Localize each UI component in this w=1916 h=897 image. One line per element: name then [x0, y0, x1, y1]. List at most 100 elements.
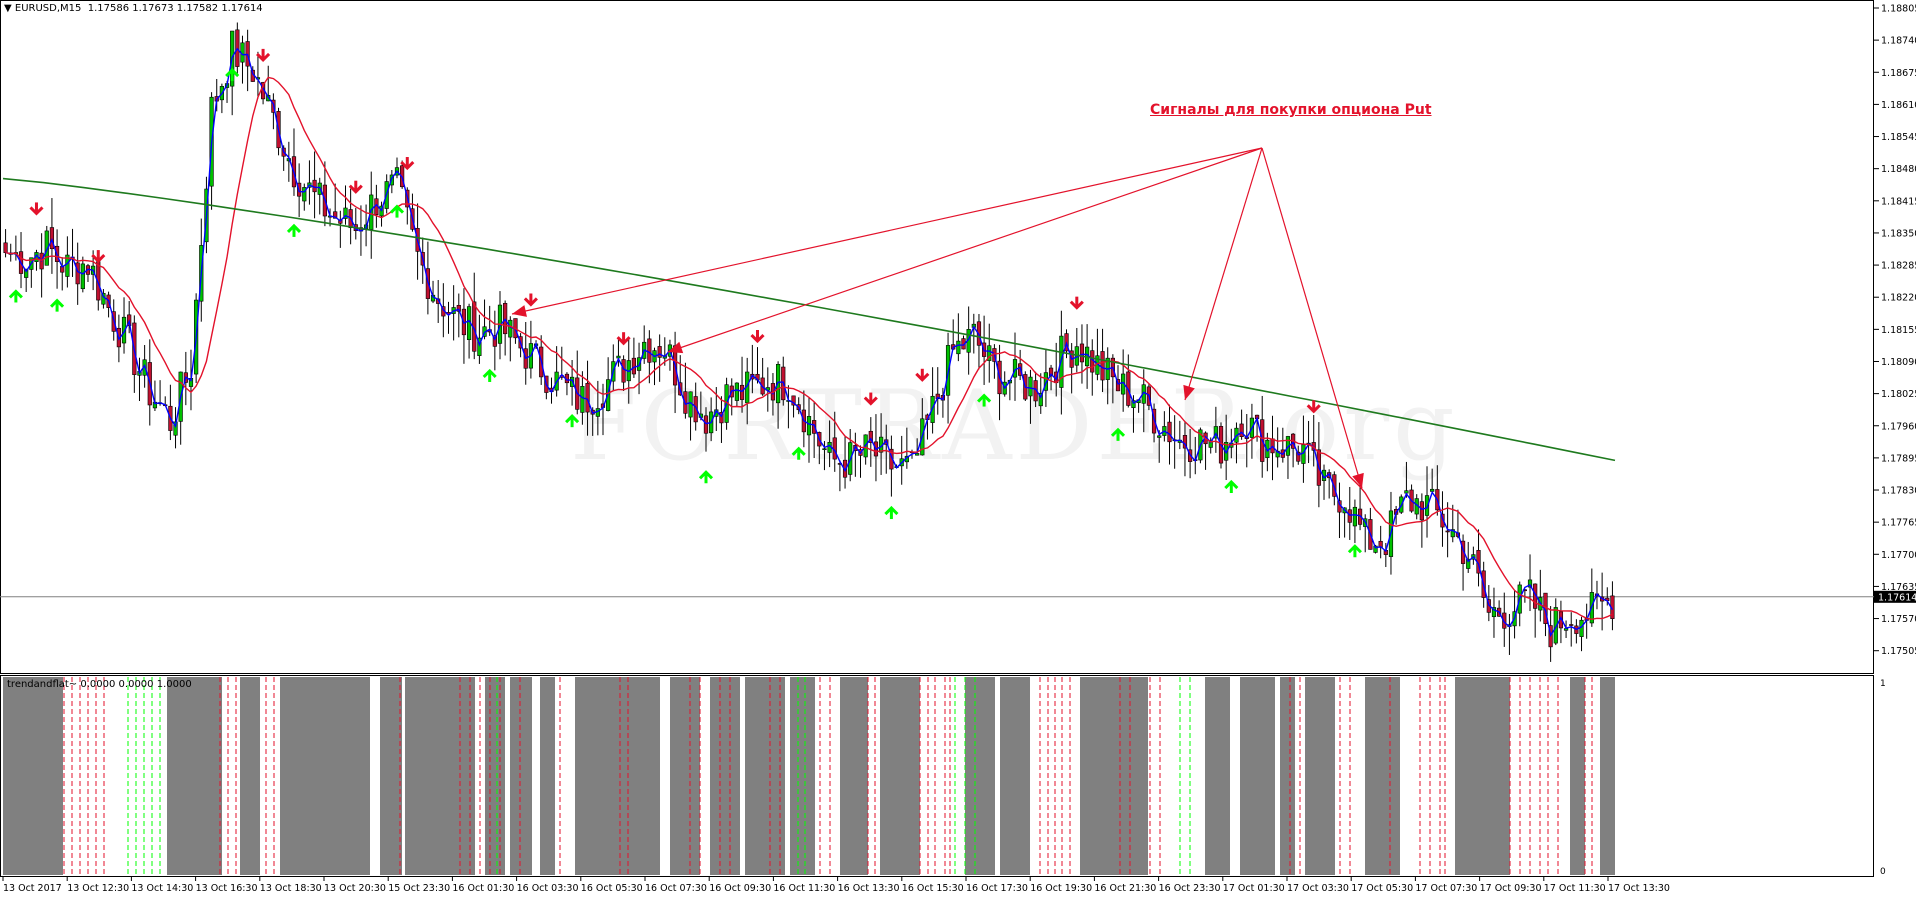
symbol-name: EURUSD,M15: [14, 3, 82, 14]
bear-candle: [49, 227, 55, 250]
price-tick-label: 1.18610: [1881, 100, 1916, 111]
arrow-head: [50, 298, 65, 308]
symbol-header: ▼ EURUSD,M15 1.17586 1.17673 1.17582 1.1…: [4, 3, 263, 14]
price-tick-label: 1.17830: [1881, 486, 1916, 497]
long-ma-line: [2, 177, 1616, 462]
arrow-head: [1224, 479, 1239, 490]
slow-ma-line: [5, 76, 1613, 621]
time-tick-label: 17 Oct 07:30: [1415, 883, 1477, 894]
sell-arrow-icon: [915, 368, 930, 382]
indicator-axis-label: 1: [1880, 679, 1886, 689]
arrow-head: [565, 414, 580, 424]
bear-candle: [621, 359, 626, 383]
flat-block: [575, 677, 625, 875]
flat-block: [965, 677, 995, 875]
flat-block: [510, 677, 532, 875]
sell-arrow-icon: [1306, 400, 1321, 414]
watermark: FORTRADER.org: [570, 370, 1459, 482]
flat-block: [280, 677, 370, 875]
price-tick-label: 1.17635: [1881, 582, 1916, 593]
bull-candle: [1466, 558, 1471, 569]
current-price-label: 1.17614: [1878, 592, 1916, 603]
price-tick-label: 1.17700: [1881, 550, 1916, 561]
time-tick-label: 16 Oct 19:30: [1030, 883, 1092, 894]
annotation-line: [511, 147, 1263, 315]
sell-arrow-icon: [863, 392, 878, 406]
sell-arrow-icon: [523, 293, 538, 307]
flat-block: [167, 677, 222, 875]
sell-arrow-icon: [616, 332, 631, 346]
flat-block: [485, 677, 505, 875]
flat-block: [1080, 677, 1148, 875]
arrow-head: [750, 333, 765, 344]
annotation-arrowhead: [1352, 472, 1364, 488]
time-tick-label: 16 Oct 13:30: [838, 883, 900, 894]
flat-block: [1205, 677, 1230, 875]
price-tick-label: 1.18480: [1881, 164, 1916, 175]
bear-candle: [1296, 451, 1301, 462]
bull-candle: [1213, 426, 1218, 439]
arrow-head: [1069, 300, 1084, 310]
arrow-head: [400, 160, 415, 171]
arrow-head: [225, 67, 240, 78]
bull-candle: [1038, 393, 1043, 407]
flat-block: [1365, 677, 1385, 875]
annotation-arrowhead: [512, 305, 527, 317]
price-chart-pane[interactable]: [0, 0, 1874, 674]
bear-candle: [703, 415, 709, 434]
time-tick-label: 17 Oct 09:30: [1480, 883, 1542, 894]
price-tick-label: 1.18285: [1881, 261, 1916, 272]
bull-candle: [1527, 579, 1533, 588]
buy-arrow-icon: [225, 67, 240, 82]
bear-candle: [739, 384, 745, 400]
annotation-line: [667, 147, 1263, 353]
flat-block: [1000, 677, 1030, 875]
sell-arrow-icon: [750, 330, 765, 344]
annotation-line: [1261, 147, 1363, 489]
bear-candle: [585, 383, 590, 413]
time-tick-label: 17 Oct 11:30: [1544, 883, 1606, 894]
arrow-head: [1110, 427, 1126, 437]
bull-candle: [343, 207, 348, 219]
arrow-head: [91, 254, 106, 264]
time-tick-label: 15 Oct 23:30: [388, 883, 450, 894]
bull-candle: [1450, 529, 1455, 538]
bull-candle: [987, 345, 992, 361]
bear-candle: [3, 242, 8, 254]
buy-arrow-icon: [884, 505, 899, 520]
annotation-line: [1184, 147, 1263, 401]
price-tick-label: 1.18090: [1881, 357, 1916, 368]
flat-block: [1570, 677, 1585, 875]
sell-arrow-icon: [256, 48, 271, 63]
flat-block: [380, 677, 402, 875]
time-tick-label: 13 Oct 14:30: [131, 883, 193, 894]
bull-candle: [734, 382, 740, 401]
buy-arrow-icon: [565, 414, 580, 428]
flat-block: [1385, 677, 1400, 875]
time-tick-label: 17 Oct 03:30: [1287, 883, 1349, 894]
arrow-head: [884, 505, 899, 516]
arrow-head: [698, 470, 714, 480]
sell-arrow-icon: [400, 157, 415, 171]
bull-candle: [44, 230, 49, 266]
bear-candle: [333, 211, 338, 219]
time-tick-label: 16 Oct 11:30: [773, 883, 835, 894]
current-price-tag: [1874, 590, 1916, 603]
bear-candle: [1502, 612, 1507, 629]
bull-candle: [1028, 376, 1033, 397]
price-tick-label: 1.17505: [1881, 646, 1916, 657]
time-tick-label: 16 Oct 15:30: [902, 883, 964, 894]
time-tick-label: 17 Oct 01:30: [1223, 883, 1285, 894]
flat-block: [1455, 677, 1510, 875]
bull-candle: [1491, 607, 1497, 618]
bear-candle: [492, 335, 497, 347]
buy-arrow-icon: [482, 368, 497, 382]
bear-candle: [1445, 530, 1450, 533]
price-tick-label: 1.18545: [1881, 132, 1916, 143]
flat-block: [1600, 677, 1615, 875]
time-tick-label: 16 Oct 01:30: [452, 883, 514, 894]
bear-candle: [657, 346, 662, 358]
collapse-icon[interactable]: ▼: [4, 3, 15, 14]
time-tick-label: 17 Oct 05:30: [1351, 883, 1413, 894]
